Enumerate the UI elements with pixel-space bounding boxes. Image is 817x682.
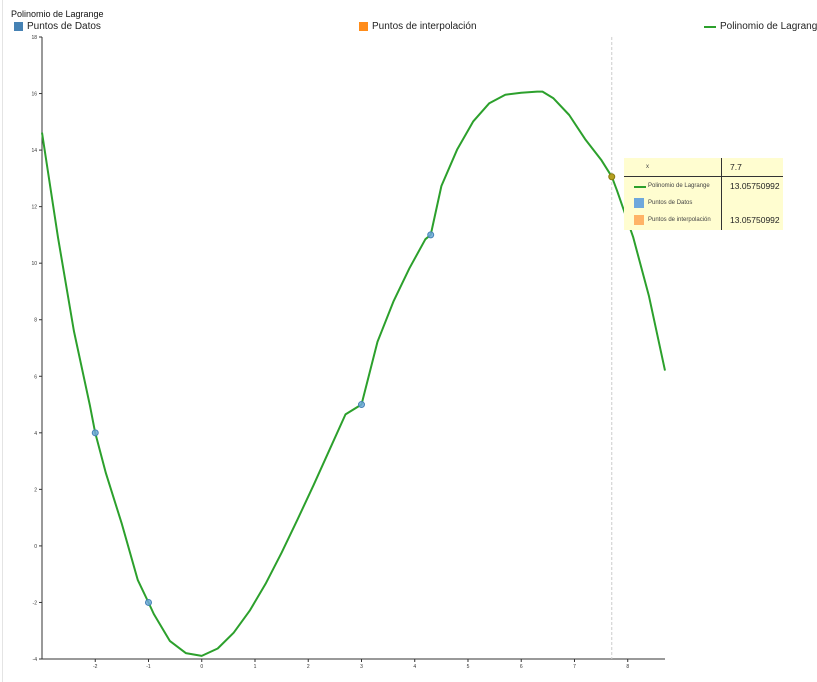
legend-item-polinomio[interactable]: Polinomio de Lagrange xyxy=(704,21,817,32)
y-tick-label: 18 xyxy=(31,35,37,41)
x-tick-label: 6 xyxy=(520,664,523,670)
x-tick-label: 0 xyxy=(200,664,203,670)
tooltip-swatch-datos xyxy=(634,198,644,208)
y-tick-label: -2 xyxy=(33,600,38,606)
tooltip-row-polinomio: Polinomio de Lagrange 13.05750992 xyxy=(624,181,783,193)
x-tick-label: 4 xyxy=(413,664,416,670)
tooltip-swatch-interpolacion xyxy=(634,215,644,225)
x-tick-label: 1 xyxy=(254,664,257,670)
tooltip-divider-horizontal xyxy=(624,176,783,177)
y-tick-label: 14 xyxy=(31,148,37,154)
y-tick-label: 12 xyxy=(31,205,37,211)
left-frame-divider xyxy=(2,0,3,682)
legend-label-interpolacion: Puntos de interpolación xyxy=(372,21,477,32)
tooltip-label-interpolacion: Puntos de interpolación xyxy=(648,217,711,223)
tooltip-label-polinomio: Polinomio de Lagrange xyxy=(648,183,710,189)
y-tick-label: 0 xyxy=(34,544,37,550)
tooltip-value-polinomio: 13.05750992 xyxy=(730,181,780,191)
legend-label-datos: Puntos de Datos xyxy=(27,21,101,32)
hover-tooltip: x 7.7 Polinomio de Lagrange 13.05750992 … xyxy=(624,158,783,230)
x-tick-label: 2 xyxy=(307,664,310,670)
legend-swatch-datos xyxy=(14,22,23,31)
x-tick-label: -1 xyxy=(146,664,151,670)
x-tick-label: 8 xyxy=(626,664,629,670)
x-tick-label: -2 xyxy=(93,664,98,670)
data-point-datos xyxy=(91,429,99,437)
y-tick-label: 8 xyxy=(34,318,37,324)
legend-swatch-interpolacion xyxy=(359,22,368,31)
series-line-polinomio xyxy=(41,90,666,657)
y-tick-label: 6 xyxy=(34,374,37,380)
tooltip-header-row: x 7.7 xyxy=(624,162,783,174)
chart-title: Polinomio de Lagrange xyxy=(11,9,104,19)
x-tick-label: 3 xyxy=(360,664,363,670)
tooltip-x-label: x xyxy=(646,164,649,170)
data-point-interpolacion xyxy=(608,173,616,181)
tooltip-x-value: 7.7 xyxy=(730,162,742,172)
data-point-datos xyxy=(427,231,435,239)
y-tick-label: 16 xyxy=(31,92,37,98)
legend-label-polinomio: Polinomio de Lagrange xyxy=(720,21,817,32)
tooltip-label-datos: Puntos de Datos xyxy=(648,200,693,206)
data-point-datos xyxy=(144,598,152,606)
x-tick-label: 5 xyxy=(467,664,470,670)
legend-item-interpolacion[interactable]: Puntos de interpolación xyxy=(359,21,477,32)
data-point-datos xyxy=(357,401,365,409)
legend-swatch-polinomio xyxy=(704,25,716,28)
tooltip-value-interpolacion: 13.05750992 xyxy=(730,215,780,225)
y-tick-label: 10 xyxy=(31,261,37,267)
y-tick-label: 2 xyxy=(34,487,37,493)
legend-item-datos[interactable]: Puntos de Datos xyxy=(14,21,101,32)
tooltip-divider-vertical xyxy=(721,158,722,230)
x-tick-label: 7 xyxy=(573,664,576,670)
y-tick-label: -4 xyxy=(33,657,38,663)
tooltip-swatch-polinomio xyxy=(634,186,646,188)
y-tick-label: 4 xyxy=(34,431,37,437)
tooltip-row-datos: Puntos de Datos xyxy=(624,198,783,210)
tooltip-row-interpolacion: Puntos de interpolación 13.05750992 xyxy=(624,215,783,227)
